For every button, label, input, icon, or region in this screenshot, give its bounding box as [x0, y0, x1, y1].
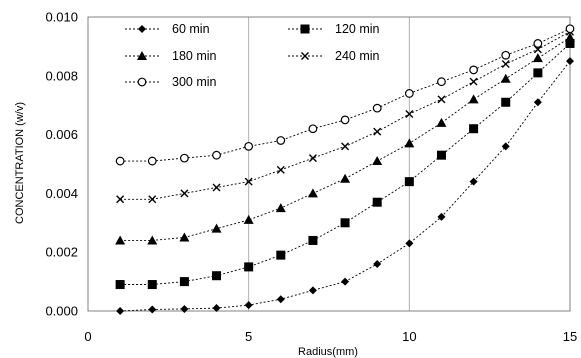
legend-label: 300 min	[172, 75, 217, 89]
circle-marker-shape	[341, 116, 349, 124]
legend-label: 240 min	[335, 49, 380, 63]
data-point	[181, 154, 189, 162]
data-point	[534, 40, 542, 48]
circle-marker-shape	[245, 143, 253, 151]
data-point	[309, 125, 317, 133]
data-point	[533, 68, 542, 77]
square-marker-shape	[501, 98, 510, 107]
data-point	[244, 262, 253, 271]
square-marker-shape	[373, 198, 382, 207]
data-point	[213, 151, 221, 159]
legend-marker	[138, 78, 146, 86]
square-marker-shape	[437, 151, 446, 160]
data-point	[437, 151, 446, 160]
data-point	[405, 177, 414, 186]
y-tick-label: 0.000	[45, 304, 78, 319]
x-tick-label: 10	[402, 329, 416, 344]
data-point	[373, 104, 381, 112]
data-point	[469, 124, 478, 133]
legend-marker	[301, 25, 310, 34]
square-marker-shape	[180, 277, 189, 286]
circle-marker-shape	[438, 78, 446, 86]
square-marker-shape	[341, 218, 350, 227]
circle-marker-shape	[373, 104, 381, 112]
data-point	[470, 66, 478, 74]
circle-marker-shape	[502, 51, 510, 59]
data-point	[277, 137, 285, 145]
x-axis-title: Radius(mm)	[298, 346, 358, 358]
data-point	[406, 90, 414, 98]
circle-marker-shape	[406, 90, 414, 98]
x-tick-label: 0	[84, 329, 91, 344]
data-point	[276, 251, 285, 260]
square-marker-shape	[405, 177, 414, 186]
legend-label: 120 min	[335, 22, 380, 36]
data-point	[245, 143, 253, 151]
square-marker-shape	[116, 280, 125, 289]
data-point	[148, 280, 157, 289]
data-point	[566, 25, 574, 33]
circle-marker-shape	[138, 78, 146, 86]
circle-marker-shape	[534, 40, 542, 48]
x-tick-label: 5	[245, 329, 252, 344]
data-point	[502, 51, 510, 59]
x-tick-label: 15	[563, 329, 577, 344]
data-point	[148, 157, 156, 165]
data-point	[180, 277, 189, 286]
square-marker-shape	[301, 25, 310, 34]
square-marker-shape	[308, 236, 317, 245]
circle-marker-shape	[181, 154, 189, 162]
y-tick-label: 0.004	[45, 186, 78, 201]
legend-label: 60 min	[172, 22, 210, 36]
data-point	[438, 78, 446, 86]
square-marker-shape	[533, 68, 542, 77]
circle-marker-shape	[309, 125, 317, 133]
y-axis-title: CONCENTRATION (w/v)	[14, 102, 26, 224]
y-tick-label: 0.010	[45, 10, 78, 25]
circle-marker-shape	[277, 137, 285, 145]
square-marker-shape	[148, 280, 157, 289]
circle-marker-shape	[470, 66, 478, 74]
circle-marker-shape	[213, 151, 221, 159]
data-point	[308, 236, 317, 245]
legend-label: 180 min	[172, 49, 217, 63]
circle-marker-shape	[566, 25, 574, 33]
data-point	[341, 218, 350, 227]
data-point	[116, 157, 124, 165]
square-marker-shape	[212, 271, 221, 280]
circle-marker-shape	[116, 157, 124, 165]
data-point	[501, 98, 510, 107]
square-marker-shape	[469, 124, 478, 133]
data-point	[373, 198, 382, 207]
y-tick-label: 0.002	[45, 245, 78, 260]
square-marker-shape	[276, 251, 285, 260]
square-marker-shape	[244, 262, 253, 271]
data-point	[341, 116, 349, 124]
circle-marker-shape	[148, 157, 156, 165]
data-point	[212, 271, 221, 280]
data-point	[116, 280, 125, 289]
y-tick-label: 0.008	[45, 68, 78, 83]
y-tick-label: 0.006	[45, 127, 78, 142]
